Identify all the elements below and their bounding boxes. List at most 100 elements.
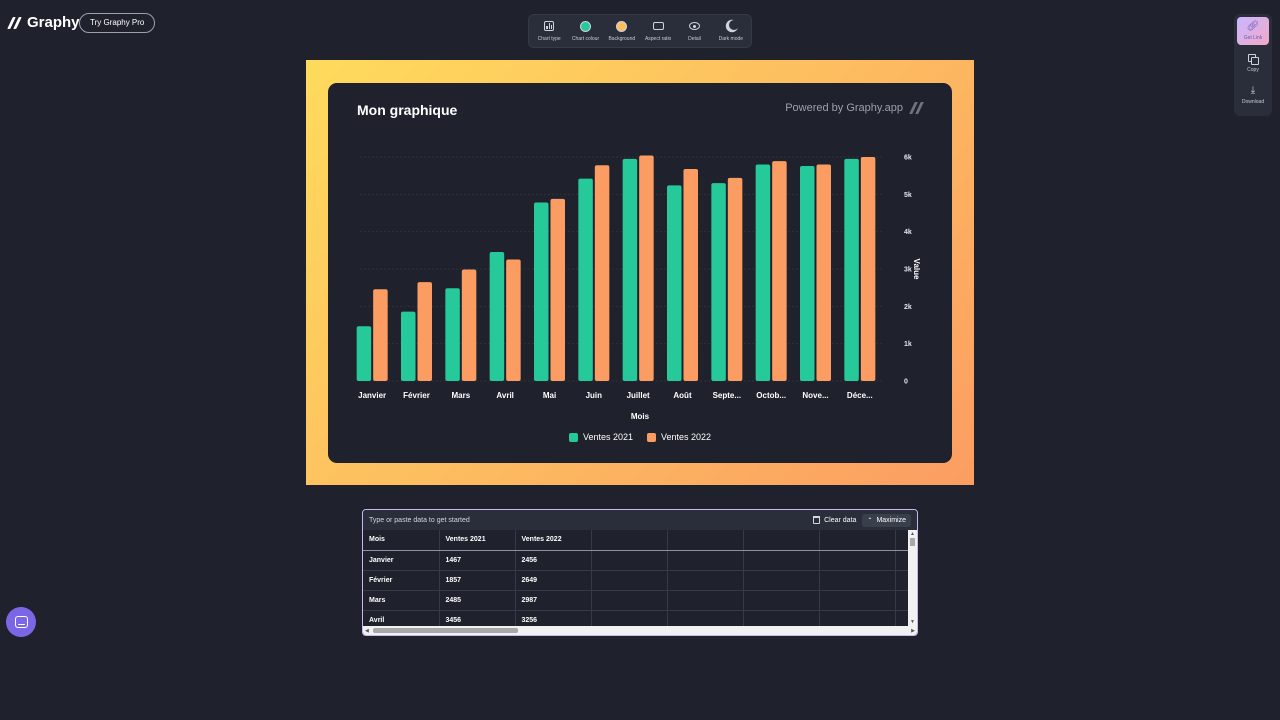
x-tick-label: Juin (586, 391, 603, 400)
detail-button[interactable]: Detail (676, 15, 712, 47)
data-editor: Type or paste data to get started Clear … (362, 509, 918, 636)
legend-swatch-2022 (647, 432, 656, 442)
chart-card: 0 1k 2k 3k 4k 5k 6k Value Janvier Février Mars Avri… (328, 83, 952, 463)
y-tick-label: 6k (904, 155, 912, 162)
chevron-up-icon: ⌃ (867, 517, 873, 524)
clear-data-label: Clear data (824, 516, 857, 524)
table-cell[interactable]: 1467 (439, 550, 516, 571)
x-tick-label: Janvier (358, 391, 386, 400)
table-header-cell[interactable]: Ventes 2022 (515, 530, 592, 551)
powered-by-text: Powered by Graphy.app (785, 102, 903, 114)
table-cell[interactable] (895, 550, 910, 571)
x-tick-label: Octob... (756, 391, 786, 400)
data-hint: Type or paste data to get started (369, 516, 470, 524)
x-tick-label: Mai (543, 391, 556, 400)
aspect-ratio-label: Aspect ratio (644, 35, 672, 42)
table-cell[interactable] (591, 570, 668, 591)
table-cell[interactable] (591, 550, 668, 571)
chart-title[interactable]: Mon graphique (357, 102, 458, 118)
legend-item-2021[interactable]: Ventes 2021 (568, 432, 633, 442)
maximize-label: Maximize (876, 516, 906, 524)
chart-type-button[interactable]: Chart type (531, 15, 567, 47)
download-button[interactable]: ⤓ Download (1237, 81, 1269, 109)
table-header-cell[interactable]: Ventes 2021 (439, 530, 516, 551)
chart-type-label: Chart type (537, 35, 561, 42)
table-cell[interactable]: 2485 (439, 590, 516, 611)
table-cell[interactable] (743, 550, 820, 571)
chart-colour-button[interactable]: Chart colour (567, 15, 603, 47)
maximize-button[interactable]: ⌃ Maximize (862, 513, 911, 527)
vertical-scroll-thumb[interactable] (910, 538, 915, 546)
chart-type-icon (544, 21, 555, 31)
scroll-left-icon[interactable]: ◀ (365, 628, 369, 634)
legend-item-2022[interactable]: Ventes 2022 (647, 432, 711, 442)
bar (356, 326, 372, 381)
clear-data-button[interactable]: Clear data (813, 516, 856, 524)
table-cell[interactable] (667, 590, 744, 611)
table-cell[interactable]: 2987 (515, 590, 592, 611)
y-tick-label: 1k (904, 341, 912, 348)
table-cell[interactable] (895, 590, 910, 611)
table-cell[interactable] (591, 530, 668, 551)
bar (506, 259, 521, 381)
aspect-ratio-icon (652, 22, 664, 30)
table-cell[interactable] (819, 590, 896, 611)
bar (844, 158, 859, 381)
chat-icon (14, 616, 28, 628)
table-cell[interactable]: 1857 (439, 570, 516, 591)
bar-chart: 0 1k 2k 3k 4k 5k 6k Value Janvier Février Mars Avri… (356, 155, 921, 421)
chart-colour-label: Chart colour (571, 35, 600, 42)
powered-by[interactable]: Powered by Graphy.app (785, 102, 924, 114)
table-header-cell[interactable]: Mois (363, 530, 440, 551)
table-cell[interactable] (743, 570, 820, 591)
get-link-button[interactable]: 🔗︎ Get Link (1237, 17, 1269, 45)
table-cell[interactable]: Janvier (363, 550, 440, 571)
table-cell[interactable]: Février (363, 570, 440, 591)
table-cell[interactable] (819, 530, 896, 551)
x-tick-label: Septe... (713, 391, 741, 400)
vertical-scrollbar[interactable]: ▲ ▼ (908, 530, 917, 626)
horizontal-scroll-thumb[interactable] (373, 628, 518, 633)
table-cell[interactable] (667, 550, 744, 571)
scroll-right-icon[interactable]: ▶ (911, 628, 915, 634)
table-cell[interactable] (819, 570, 896, 591)
chart-colour-icon (579, 20, 591, 32)
table-cell[interactable]: 2456 (515, 550, 592, 571)
table-cell[interactable] (895, 570, 910, 591)
scroll-up-icon[interactable]: ▲ (910, 531, 915, 537)
y-tick-label: 5k (904, 192, 912, 199)
table-cell[interactable] (667, 570, 744, 591)
x-tick-label: Avril (496, 391, 514, 400)
try-pro-button[interactable]: Try Graphy Pro (79, 13, 156, 33)
bar (401, 311, 416, 381)
dark-mode-button[interactable]: Dark mode (713, 15, 749, 47)
aspect-ratio-button[interactable]: Aspect ratio (640, 15, 676, 47)
table-cell[interactable] (667, 530, 744, 551)
x-tick-label: Mars (451, 391, 470, 400)
chart-legend: Ventes 2021 Ventes 2022 (328, 432, 952, 442)
table-cell[interactable]: 2649 (515, 570, 592, 591)
bar (800, 165, 815, 381)
horizontal-scrollbar[interactable]: ◀ ▶ (363, 626, 917, 635)
background-label: Background (608, 35, 636, 42)
chat-button[interactable] (6, 607, 36, 637)
x-tick-label: Février (403, 391, 430, 400)
legend-label-2021: Ventes 2021 (582, 432, 633, 442)
table-cell[interactable] (895, 530, 910, 551)
graphy-logo[interactable]: Graphy (7, 14, 80, 31)
bar (755, 164, 771, 381)
x-axis-label: Mois (631, 412, 650, 421)
table-cell[interactable] (819, 550, 896, 571)
table-cell[interactable]: Mars (363, 590, 440, 611)
graphy-mark-icon (909, 102, 924, 114)
copy-button[interactable]: Copy (1237, 49, 1269, 77)
download-label: Download (1241, 98, 1265, 105)
scroll-down-icon[interactable]: ▼ (910, 619, 915, 625)
table-cell[interactable] (743, 530, 820, 551)
bar (534, 202, 549, 381)
table-cell[interactable] (743, 590, 820, 611)
table-cell[interactable] (591, 590, 668, 611)
background-button[interactable]: Background (604, 15, 640, 47)
y-tick-label: 3k (904, 267, 912, 274)
detail-label: Detail (688, 35, 701, 42)
